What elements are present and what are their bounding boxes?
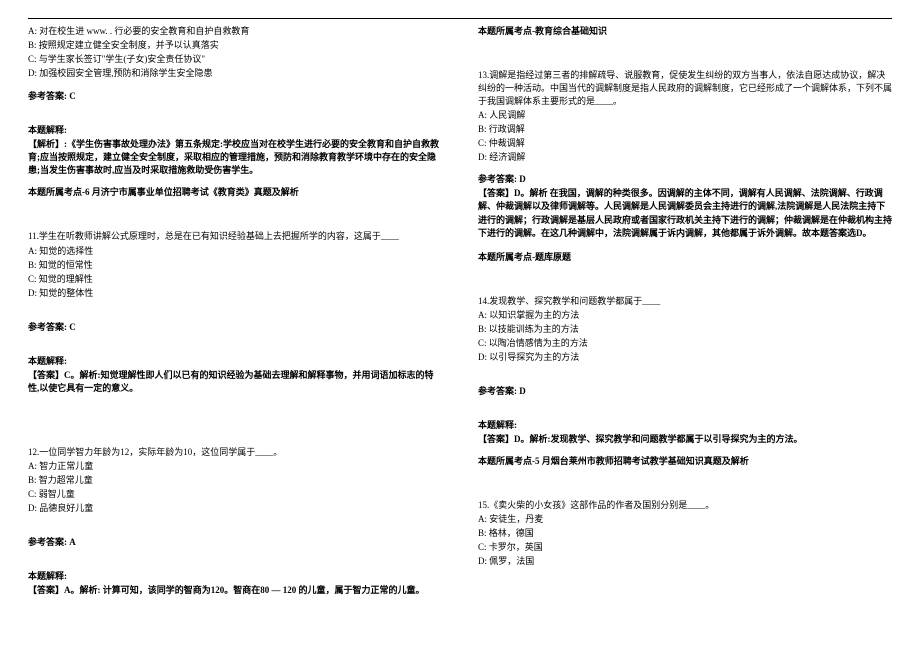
q14-answer: 参考答案: D — [478, 385, 892, 398]
q13-explain-body: 【答案】D。解析 在我国，调解的种类很多。因调解的主体不同，调解有人民调解、法院… — [478, 187, 892, 239]
q10-answer: 参考答案: C — [28, 90, 442, 103]
q11-stem: 11.学生在听教师讲解公式原理时，总是在已有知识经验基础上去把握所学的内容，这属… — [28, 230, 442, 243]
q12-option-c: C: 弱智儿童 — [28, 488, 442, 501]
q15-option-c: C: 卡罗尔，英国 — [478, 541, 892, 554]
q13-topic: 本题所属考点-题库原题 — [478, 251, 892, 264]
q14-topic: 本题所属考点-5 月烟台莱州市教师招聘考试教学基础知识真题及解析 — [478, 455, 892, 468]
q14-option-d: D: 以引导探究为主的方法 — [478, 351, 892, 364]
q12-option-d: D: 品德良好儿童 — [28, 502, 442, 515]
two-column-layout: A: 对在校生进 www. . 行必要的安全教育和自护自救教育 B: 按照规定建… — [28, 25, 892, 598]
q15-option-d: D: 佩罗，法国 — [478, 555, 892, 568]
q11-answer: 参考答案: C — [28, 321, 442, 334]
q14-explain-title: 本题解释: — [478, 419, 892, 432]
exam-page: A: 对在校生进 www. . 行必要的安全教育和自护自救教育 B: 按照规定建… — [0, 0, 920, 651]
prev-topic: 本题所属考点-教育综合基础知识 — [478, 25, 892, 38]
q13-option-a: A: 人民调解 — [478, 109, 892, 122]
q12-option-a: A: 智力正常儿童 — [28, 460, 442, 473]
q12-answer: 参考答案: A — [28, 536, 442, 549]
q11-explain-body: 【答案】C。解析:知觉理解性即人们以已有的知识经验为基础去理解和解释事物，并用词… — [28, 369, 442, 395]
q12-stem: 12.一位同学智力年龄为12，实际年龄为10，这位同学属于____。 — [28, 446, 442, 459]
q15-option-a: A: 安徒生，丹麦 — [478, 513, 892, 526]
q13-option-c: C: 仲裁调解 — [478, 137, 892, 150]
q10-topic: 本题所属考点-6 月济宁市属事业单位招聘考试《教育类》真题及解析 — [28, 186, 442, 199]
q10-options: A: 对在校生进 www. . 行必要的安全教育和自护自救教育 B: 按照规定建… — [28, 25, 442, 80]
q11-explain-title: 本题解释: — [28, 355, 442, 368]
q14-option-b: B: 以技能训练为主的方法 — [478, 323, 892, 336]
q12-explain-body: 【答案】A。解析: 计算可知，该同学的智商为120。智商在80 — 120 的儿… — [28, 584, 442, 597]
q11-option-b: B: 知觉的恒常性 — [28, 259, 442, 272]
q15-stem: 15.《卖火柴的小女孩》这部作品的作者及国别分别是____。 — [478, 499, 892, 512]
q14-stem: 14.发现教学、探究教学和问题教学都属于____ — [478, 295, 892, 308]
top-rule — [28, 18, 892, 19]
q13-option-b: B: 行政调解 — [478, 123, 892, 136]
q12-explain-title: 本题解释: — [28, 570, 442, 583]
q10-option-a: A: 对在校生进 www. . 行必要的安全教育和自护自救教育 — [28, 25, 442, 38]
q10-explain-title: 本题解释: — [28, 124, 442, 137]
q15-option-b: B: 格林，德国 — [478, 527, 892, 540]
q14-option-c: C: 以陶冶情感情为主的方法 — [478, 337, 892, 350]
q11-option-a: A: 知觉的选择性 — [28, 245, 442, 258]
left-column: A: 对在校生进 www. . 行必要的安全教育和自护自救教育 B: 按照规定建… — [28, 25, 442, 598]
q12-option-b: B: 智力超常儿童 — [28, 474, 442, 487]
q10-explain-body: 【解析】:《学生伤害事故处理办法》第五条规定:学校应当对在校学生进行必要的安全教… — [28, 138, 442, 177]
q13-answer: 参考答案: D — [478, 173, 892, 186]
q10-option-c: C: 与学生家长签订"学生(子女)安全责任协议" — [28, 53, 442, 66]
q13-stem: 13.调解是指经过第三者的排解疏导、说服教育，促使发生纠纷的双方当事人，依法自愿… — [478, 69, 892, 108]
q10-option-b: B: 按照规定建立健全安全制度，并予以认真落实 — [28, 39, 442, 52]
q11-option-d: D: 知觉的整体性 — [28, 287, 442, 300]
q11-option-c: C: 知觉的理解性 — [28, 273, 442, 286]
q10-option-d: D: 加强校园安全管理,预防和消除学生安全隐患 — [28, 67, 442, 80]
right-column: 本题所属考点-教育综合基础知识 13.调解是指经过第三者的排解疏导、说服教育，促… — [478, 25, 892, 598]
q14-option-a: A: 以知识掌握为主的方法 — [478, 309, 892, 322]
q14-explain-body: 【答案】D。解析:发现教学、探究教学和问题教学都属于以引导探究为主的方法。 — [478, 433, 892, 446]
q13-option-d: D: 经济调解 — [478, 151, 892, 164]
